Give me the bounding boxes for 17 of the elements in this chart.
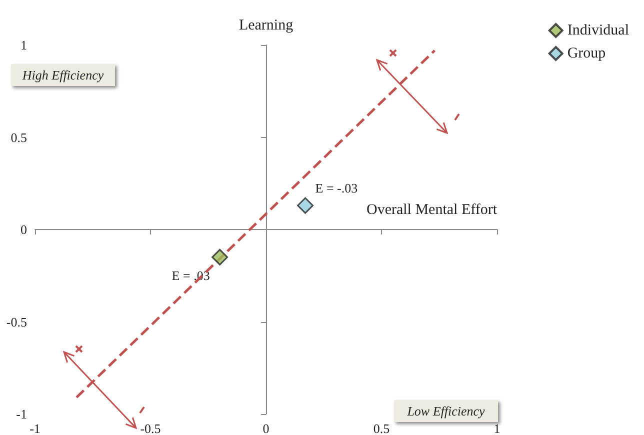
x-tick-label: -1 — [30, 421, 40, 435]
annotation: E = -.03 — [315, 180, 358, 196]
legend-label: Group — [567, 46, 606, 62]
y-tick-label: 0.5 — [10, 130, 27, 145]
y-tick-label: -1 — [16, 406, 27, 422]
x-tick-label: 1 — [494, 421, 500, 435]
y-tick-label: -0.5 — [6, 314, 27, 330]
annotation: High Efficiency — [21, 68, 104, 82]
legend-label: Individual — [567, 22, 629, 38]
x-tick-label: 0.5 — [373, 421, 390, 435]
annotation: Low Efficiency — [406, 404, 486, 418]
y-axis-title: Learning — [238, 18, 294, 34]
x-axis-title: Overall Mental Effort — [366, 202, 498, 218]
y-tick-label: 1 — [20, 38, 27, 52]
y-tick-label: 0 — [20, 222, 27, 237]
x-tick-label: 0 — [262, 421, 270, 435]
x-tick-label: -0.5 — [140, 421, 161, 435]
